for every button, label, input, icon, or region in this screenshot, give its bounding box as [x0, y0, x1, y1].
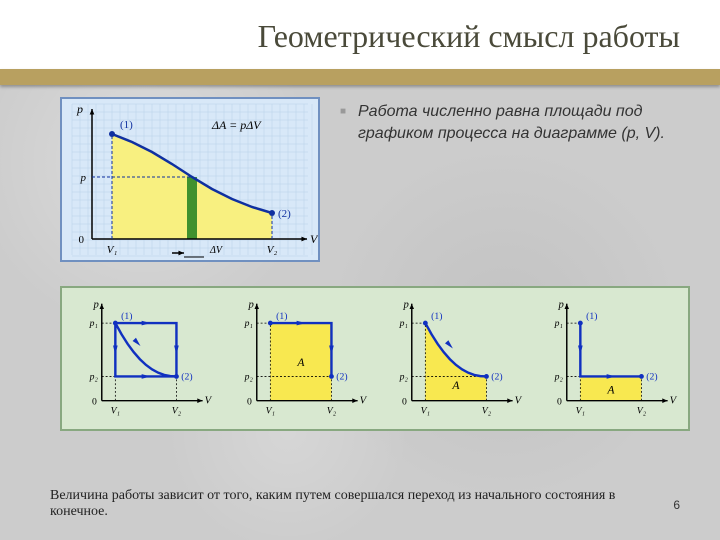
svg-text:V₁: V₁: [266, 405, 275, 416]
small-diagram-row: p V 0 V₁ V₂ p₁ p₂ (1) (2) p V 0 V₁ V₂ p₁ p₂ (1) (2) A p V 0…: [60, 286, 690, 431]
svg-text:(2): (2): [278, 208, 291, 220]
small-diagram-1: p V 0 V₁ V₂ p₁ p₂ (1) (2): [66, 294, 219, 423]
svg-text:V: V: [310, 232, 318, 246]
slide-title: Геометрический смысл работы: [40, 18, 680, 55]
svg-text:p: p: [76, 102, 83, 116]
svg-text:p: p: [93, 300, 99, 311]
svg-text:0: 0: [79, 234, 85, 246]
svg-text:p₁: p₁: [89, 318, 98, 329]
svg-text:0: 0: [247, 397, 252, 408]
svg-text:(1): (1): [276, 311, 287, 322]
svg-text:A: A: [606, 383, 615, 396]
svg-text:p: p: [558, 300, 564, 311]
main-pv-diagram: p V 0 V₁ V₂ p (1) (2) ΔA = pΔV ΔV: [60, 97, 320, 262]
svg-text:A: A: [451, 379, 460, 392]
svg-text:p: p: [248, 300, 254, 311]
svg-text:V: V: [670, 396, 678, 407]
svg-text:p₁: p₁: [399, 318, 408, 329]
title-underline: [0, 69, 720, 85]
svg-text:V₁: V₁: [576, 405, 585, 416]
svg-text:V₁: V₁: [421, 405, 430, 416]
bullet-block: Работа численно равна площади под график…: [340, 97, 690, 262]
svg-text:p₁: p₁: [244, 318, 253, 329]
svg-text:V: V: [515, 396, 523, 407]
svg-text:p: p: [403, 300, 409, 311]
svg-text:(1): (1): [586, 311, 597, 322]
svg-text:p₂: p₂: [89, 371, 99, 382]
svg-text:(2): (2): [646, 371, 657, 382]
svg-text:(1): (1): [121, 311, 132, 322]
svg-text:ΔV: ΔV: [209, 245, 224, 256]
svg-text:p₂: p₂: [554, 371, 564, 382]
small-diagram-2: p V 0 V₁ V₂ p₁ p₂ (1) (2) A: [221, 294, 374, 423]
bullet-item: Работа численно равна площади под график…: [340, 101, 690, 144]
small-diagram-3: p V 0 V₁ V₂ p₁ p₂ (1) (2) A: [376, 294, 529, 423]
svg-text:V: V: [360, 396, 368, 407]
svg-text:0: 0: [557, 397, 562, 408]
svg-text:(1): (1): [120, 119, 133, 131]
svg-text:V: V: [205, 396, 213, 407]
footer-text: Величина работы зависит от того, каким п…: [50, 488, 670, 520]
page-number: 6: [673, 498, 680, 512]
svg-text:V₂: V₂: [327, 405, 337, 416]
svg-text:p₂: p₂: [399, 371, 409, 382]
svg-text:p₁: p₁: [554, 318, 563, 329]
svg-text:V₁: V₁: [107, 244, 118, 256]
svg-text:ΔA = pΔV: ΔA = pΔV: [211, 118, 262, 132]
svg-text:(1): (1): [431, 311, 442, 322]
svg-text:(2): (2): [491, 371, 502, 382]
content-row: p V 0 V₁ V₂ p (1) (2) ΔA = pΔV ΔV Работа численно…: [0, 85, 720, 262]
small-diagram-4: p V 0 V₁ V₂ p₁ p₂ (1) (2) A: [531, 294, 684, 423]
svg-text:p: p: [80, 172, 87, 184]
svg-text:0: 0: [402, 397, 407, 408]
svg-text:(2): (2): [336, 371, 347, 382]
svg-text:V₁: V₁: [111, 405, 120, 416]
svg-text:V₂: V₂: [267, 244, 278, 256]
svg-text:V₂: V₂: [482, 405, 492, 416]
svg-text:0: 0: [92, 397, 97, 408]
svg-text:A: A: [296, 356, 305, 369]
svg-text:p₂: p₂: [244, 371, 254, 382]
svg-text:V₂: V₂: [172, 405, 182, 416]
title-bar: Геометрический смысл работы: [0, 0, 720, 69]
svg-text:V₂: V₂: [637, 405, 647, 416]
svg-text:(2): (2): [181, 371, 192, 382]
